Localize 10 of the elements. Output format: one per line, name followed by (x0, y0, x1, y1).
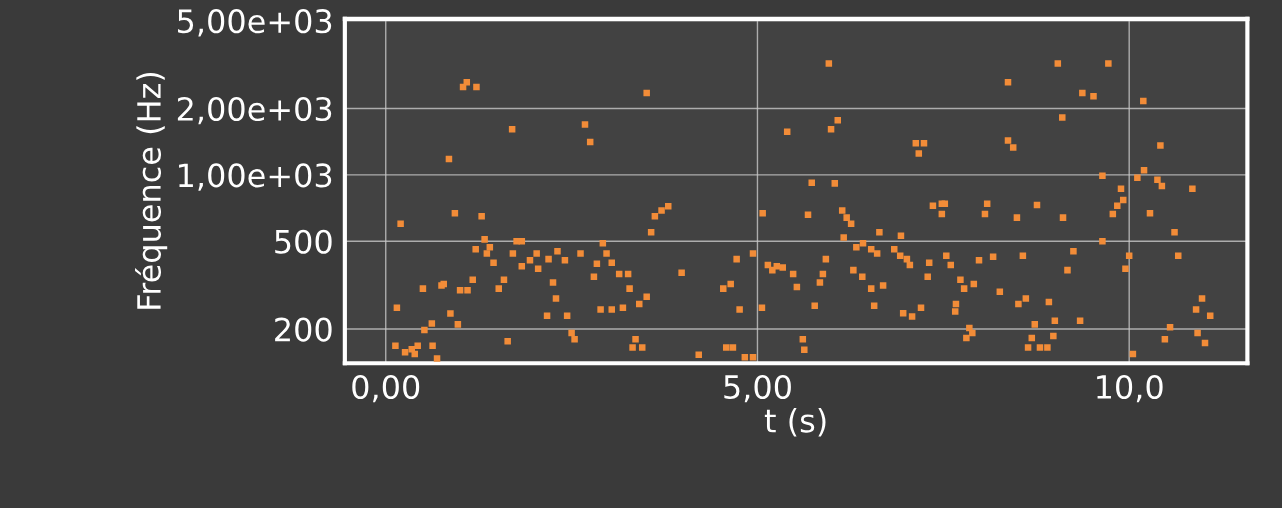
y-tick-label: 1,00e+03 (179, 163, 332, 191)
y-axis-title: Fréquence (Hz) (135, 72, 168, 309)
y-tick-label: 2,00e+03 (177, 96, 332, 125)
x-tick-label: 0,00 (352, 374, 420, 403)
x-tick-label: 5,00 (724, 374, 791, 403)
y-tick-label: 500 (275, 229, 332, 254)
y-tick-label: 200 (275, 317, 332, 342)
x-tick-label: 10,0 (1097, 374, 1163, 403)
x-axis-title: t (s) (764, 408, 826, 437)
y-tick-label: 5,00e+03 (178, 9, 332, 37)
